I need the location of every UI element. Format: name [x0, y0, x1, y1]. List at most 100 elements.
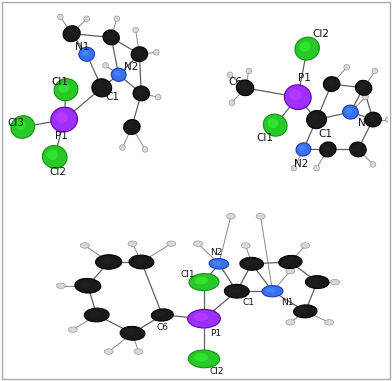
Ellipse shape	[104, 349, 113, 354]
Ellipse shape	[47, 150, 58, 160]
Ellipse shape	[56, 112, 68, 123]
Ellipse shape	[209, 259, 229, 269]
Ellipse shape	[363, 94, 368, 100]
Text: C1: C1	[318, 130, 332, 139]
Ellipse shape	[80, 243, 89, 248]
Ellipse shape	[295, 37, 319, 60]
Ellipse shape	[314, 165, 319, 171]
Text: N1: N1	[281, 298, 294, 307]
Text: N1: N1	[358, 118, 372, 128]
Ellipse shape	[370, 162, 376, 167]
Ellipse shape	[188, 350, 220, 368]
Ellipse shape	[142, 147, 148, 152]
Ellipse shape	[58, 14, 63, 20]
Ellipse shape	[263, 114, 287, 136]
Text: N1: N1	[75, 42, 90, 52]
Ellipse shape	[356, 80, 372, 95]
Ellipse shape	[69, 327, 77, 332]
Ellipse shape	[323, 77, 340, 91]
Ellipse shape	[123, 120, 140, 134]
Text: C1: C1	[105, 92, 120, 102]
Ellipse shape	[100, 258, 112, 264]
Ellipse shape	[54, 79, 78, 101]
Ellipse shape	[296, 143, 311, 156]
Ellipse shape	[241, 243, 250, 248]
Ellipse shape	[286, 320, 295, 325]
Ellipse shape	[189, 274, 219, 291]
Ellipse shape	[114, 70, 121, 77]
Ellipse shape	[299, 145, 305, 151]
Ellipse shape	[103, 30, 119, 45]
Ellipse shape	[283, 258, 294, 264]
Text: N2: N2	[210, 248, 222, 257]
Ellipse shape	[134, 50, 142, 56]
Ellipse shape	[350, 142, 366, 157]
Ellipse shape	[266, 288, 275, 293]
Ellipse shape	[291, 165, 297, 171]
Ellipse shape	[284, 85, 311, 109]
Ellipse shape	[323, 145, 330, 152]
Ellipse shape	[63, 26, 80, 42]
Ellipse shape	[262, 286, 283, 297]
Ellipse shape	[294, 305, 317, 318]
Ellipse shape	[299, 42, 310, 52]
Ellipse shape	[106, 33, 113, 40]
Ellipse shape	[15, 120, 26, 130]
Ellipse shape	[120, 145, 125, 150]
Ellipse shape	[125, 329, 136, 335]
Ellipse shape	[194, 313, 209, 321]
Ellipse shape	[320, 142, 336, 157]
Ellipse shape	[136, 89, 143, 95]
Ellipse shape	[305, 275, 329, 288]
Ellipse shape	[256, 213, 265, 219]
Ellipse shape	[127, 122, 134, 129]
Ellipse shape	[344, 64, 350, 70]
Ellipse shape	[194, 353, 208, 361]
Ellipse shape	[279, 255, 302, 269]
Ellipse shape	[213, 261, 221, 265]
Ellipse shape	[194, 241, 203, 247]
Ellipse shape	[42, 146, 67, 168]
Ellipse shape	[353, 145, 360, 151]
Ellipse shape	[301, 243, 310, 248]
Ellipse shape	[82, 50, 89, 56]
Text: Cl1: Cl1	[180, 270, 195, 279]
Ellipse shape	[224, 284, 249, 298]
Ellipse shape	[236, 80, 254, 96]
Ellipse shape	[114, 16, 120, 22]
Ellipse shape	[246, 68, 252, 74]
Ellipse shape	[268, 118, 278, 128]
Ellipse shape	[227, 72, 233, 78]
Ellipse shape	[154, 50, 159, 55]
Ellipse shape	[133, 86, 150, 101]
Ellipse shape	[84, 308, 109, 322]
Ellipse shape	[358, 83, 366, 90]
Ellipse shape	[80, 281, 91, 288]
Text: C6: C6	[228, 77, 242, 87]
Ellipse shape	[11, 116, 34, 138]
Ellipse shape	[128, 241, 137, 247]
Ellipse shape	[244, 260, 255, 266]
Ellipse shape	[134, 349, 143, 354]
Ellipse shape	[89, 311, 100, 317]
Text: Cl2: Cl2	[49, 167, 66, 177]
Ellipse shape	[226, 213, 235, 219]
Ellipse shape	[229, 287, 240, 293]
Text: P1: P1	[55, 131, 67, 141]
Text: P1: P1	[298, 74, 310, 83]
Text: Cl2: Cl2	[210, 367, 225, 376]
Ellipse shape	[310, 114, 319, 122]
Ellipse shape	[365, 112, 381, 127]
Ellipse shape	[51, 107, 78, 132]
Text: Cl3: Cl3	[8, 118, 25, 128]
Ellipse shape	[327, 79, 334, 86]
Ellipse shape	[368, 115, 375, 122]
Ellipse shape	[134, 258, 145, 264]
Ellipse shape	[229, 100, 235, 106]
Ellipse shape	[131, 47, 148, 62]
Ellipse shape	[167, 241, 176, 247]
Ellipse shape	[289, 90, 301, 101]
Ellipse shape	[129, 255, 154, 269]
Ellipse shape	[188, 309, 220, 328]
Ellipse shape	[120, 327, 145, 340]
